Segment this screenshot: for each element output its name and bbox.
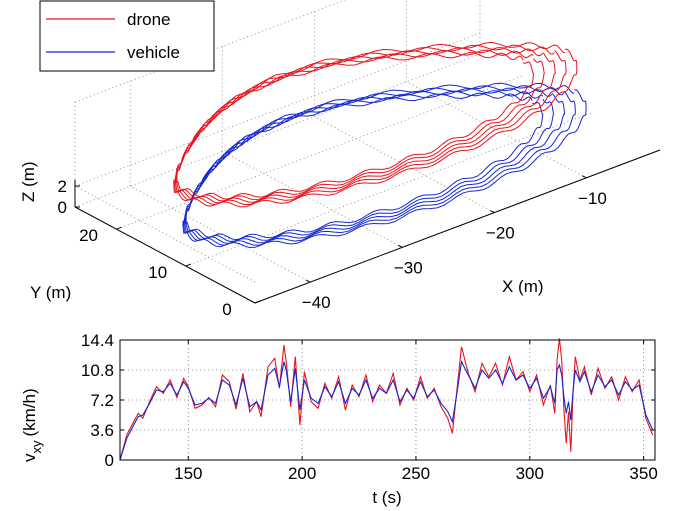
x-axis-label-speed: t (s) [372,488,401,507]
z-axis-label-3d: Z (m) [19,161,38,202]
svg-text:vxy(km/h): vxy (km/h) [20,388,44,462]
y-axis-label-unit: (km/h) [20,388,39,436]
x-tick-label-3d: −30 [394,258,423,277]
grid-line-y [185,112,591,267]
x-tick-label-3d: −40 [302,293,331,312]
legend: drone vehicle [39,0,215,72]
grid-wall-top [74,0,347,103]
x-tick-label: 250 [402,464,430,483]
y-axis-label-speed: vxy (km/h) [20,388,44,462]
speed-lines [119,338,654,461]
y-axis-label-3d: Y (m) [30,283,71,302]
trajectory-3d-plot: −40 −30 −20 −10 0 10 20 0 2 X (m) Y (m) Z (m) [19,0,661,319]
x-tick-label: 150 [174,464,202,483]
y-tick-label: 10.8 [81,361,114,380]
z-tick-label-3d: 0 [58,198,67,217]
vehicle-trajectory-lap [184,90,555,243]
x-tick-mark-3d [490,210,495,214]
drone-trajectory-lap [175,49,546,202]
drone-trajectory-lap [174,47,556,204]
x-tick-mark-3d [582,175,587,179]
drone-trajectory-lap [174,44,567,206]
speed-plot: 150 200 250 300 350 0 3.6 7.2 10.8 14.4 t (s) vxy… [20,331,658,507]
y-tick-label-3d: 20 [79,226,98,245]
y-axis-label-main: v [20,453,39,462]
vehicle-trajectory-lap [182,82,587,249]
legend-vehicle-label: vehicle [127,43,180,62]
ticks-2d: 150 200 250 300 350 0 3.6 7.2 10.8 14.4 [81,331,658,483]
y-tick-label: 7.2 [90,391,114,410]
drone-trajectory-lap [173,41,578,208]
y-tick-label-3d: 10 [148,263,167,282]
legend-drone-label: drone [127,10,170,29]
x-tick-label-3d: −10 [578,189,607,208]
y-tick-label: 14.4 [81,331,114,350]
ticks-3d: −40 −30 −20 −10 0 10 20 0 2 [58,175,607,319]
y-tick-label: 3.6 [90,421,114,440]
y-tick-mark-3d [185,263,191,267]
y-tick-label: 0 [105,451,114,470]
x-tick-mark-3d [398,244,403,248]
vehicle-speed-line [119,359,654,461]
x-axis-3d [254,149,661,304]
vehicle-trajectory-lap [185,92,544,241]
legend-box [39,0,215,72]
trajectory-lines [173,41,587,249]
drone-speed-line [119,338,654,461]
y-tick-mark-3d [254,300,261,304]
x-tick-mark-3d [306,279,311,283]
drone-trajectory-lap [176,51,535,200]
x-tick-label: 300 [516,464,544,483]
x-tick-label: 350 [629,464,657,483]
grid-line-y [116,75,522,230]
vehicle-trajectory-lap [184,87,566,245]
y-tick-label-3d: 0 [222,300,231,319]
y-tick-mark-3d [116,226,122,230]
y-axis-label-sub: xy [29,440,44,454]
y-axis-3d [74,206,256,304]
z-tick-label-3d: 2 [58,177,67,196]
axes-3d [74,149,661,304]
x-tick-label: 200 [288,464,316,483]
vehicle-trajectory-lap [183,85,576,246]
x-tick-label-3d: −20 [486,224,515,243]
x-axis-label-3d: X (m) [502,277,544,296]
